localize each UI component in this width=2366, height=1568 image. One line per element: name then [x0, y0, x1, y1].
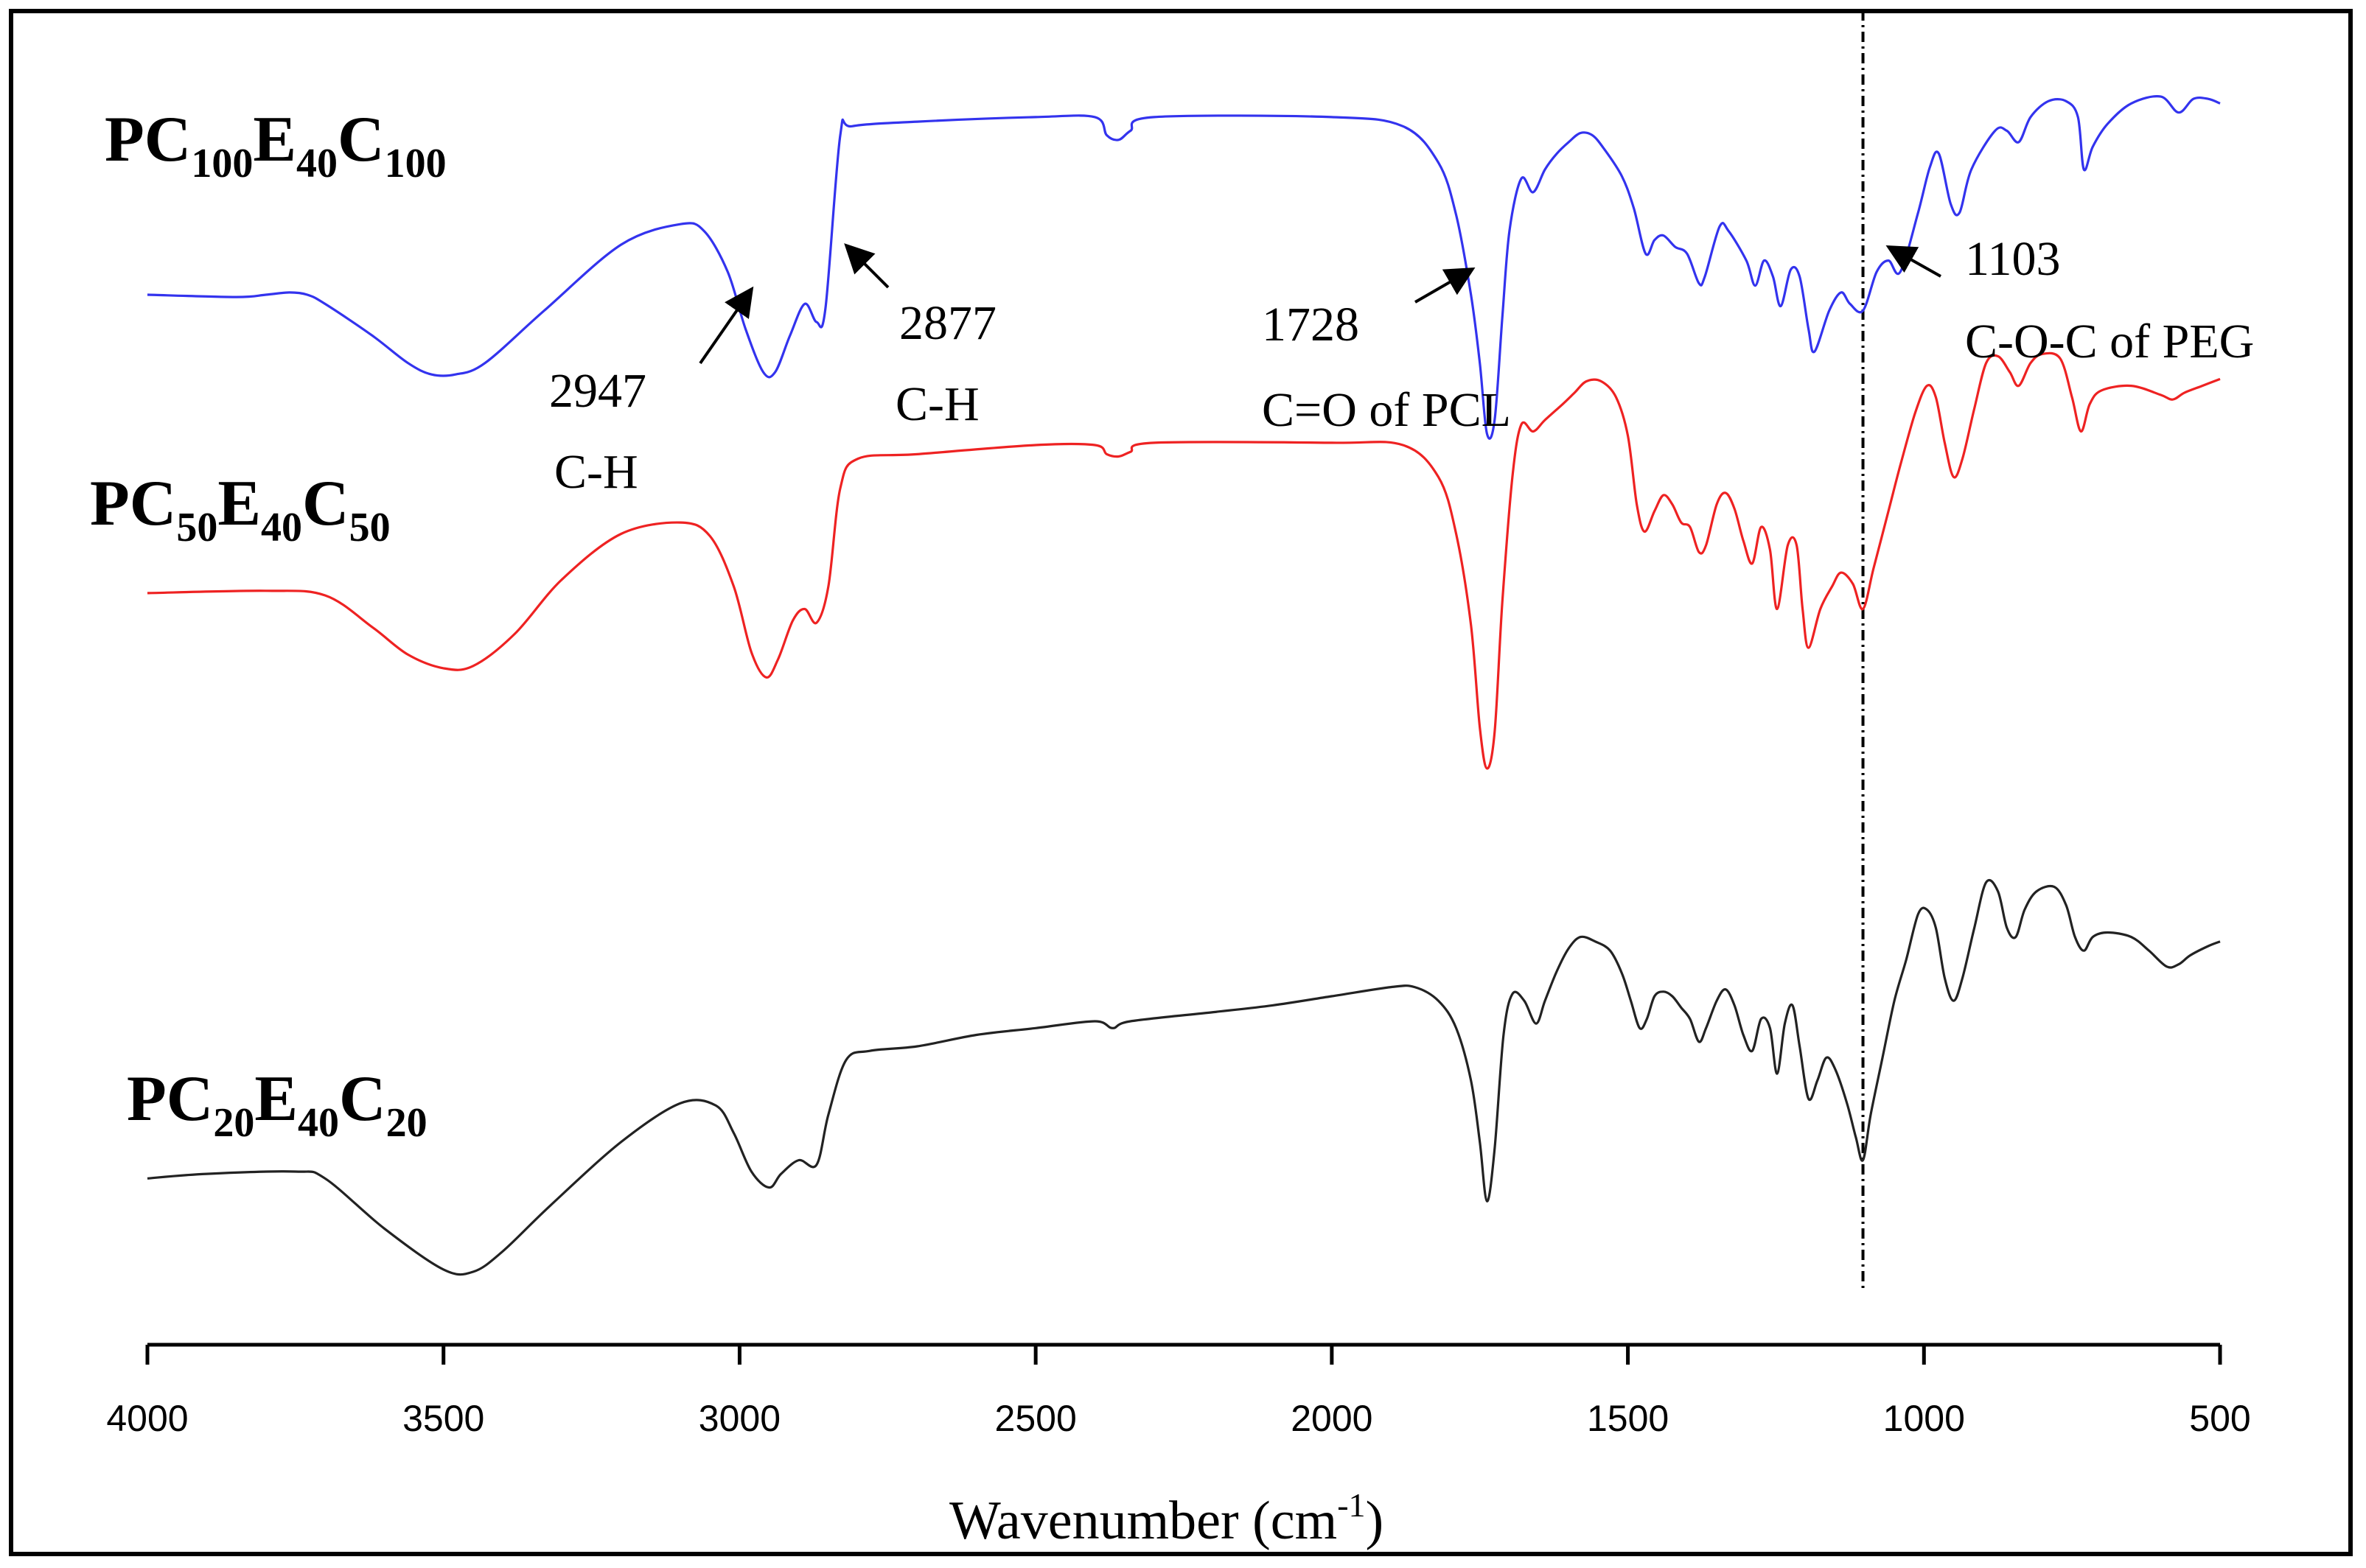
annotation-2877-label: C-H — [896, 377, 980, 431]
annotation-arrow-2947 — [699, 286, 754, 365]
annotation-arrow-1103 — [1885, 245, 1941, 278]
x-tick-label-3500: 3500 — [402, 1398, 484, 1439]
series-label-pc100e40c100: PC100E40C100 — [105, 104, 447, 186]
x-tick-label-4000: 4000 — [106, 1398, 188, 1439]
x-tick-label-2500: 2500 — [995, 1398, 1077, 1439]
annotation-2947-label: C-H — [554, 445, 638, 499]
x-tick-label-2000: 2000 — [1291, 1398, 1372, 1439]
x-tick-label-1000: 1000 — [1883, 1398, 1965, 1439]
annotation-arrow-1728 — [1414, 267, 1476, 304]
x-tick-label-3000: 3000 — [699, 1398, 781, 1439]
series-label-pc20e40c20: PC20E40C20 — [127, 1063, 428, 1146]
x-tick-label-1500: 1500 — [1587, 1398, 1669, 1439]
x-axis-label: Wavenumber (cm-1) — [949, 1486, 1383, 1551]
figure-frame — [9, 9, 2353, 1556]
spectrum-pc50e40c50 — [147, 351, 2221, 770]
spectrum-pc100e40c100 — [147, 95, 2221, 440]
annotation-2947-value: 2947 — [549, 364, 646, 418]
annotation-1728-label: C=O of PCL — [1262, 383, 1511, 437]
annotation-2877-value: 2877 — [899, 296, 997, 350]
x-tick-label-500: 500 — [2189, 1398, 2250, 1439]
series-label-pc50e40c50: PC50E40C50 — [90, 468, 391, 550]
x-axis-ticks: 4000 3500 3000 2500 2000 1500 1000 500 — [106, 1345, 2251, 1439]
annotation-arrow-2877 — [844, 243, 890, 289]
annotation-1103-label: C-O-C of PEG — [1965, 315, 2254, 368]
annotation-1103-value: 1103 — [1965, 232, 2061, 286]
spectrum-pc20e40c20 — [147, 878, 2221, 1276]
annotation-1728-value: 1728 — [1262, 298, 1359, 351]
